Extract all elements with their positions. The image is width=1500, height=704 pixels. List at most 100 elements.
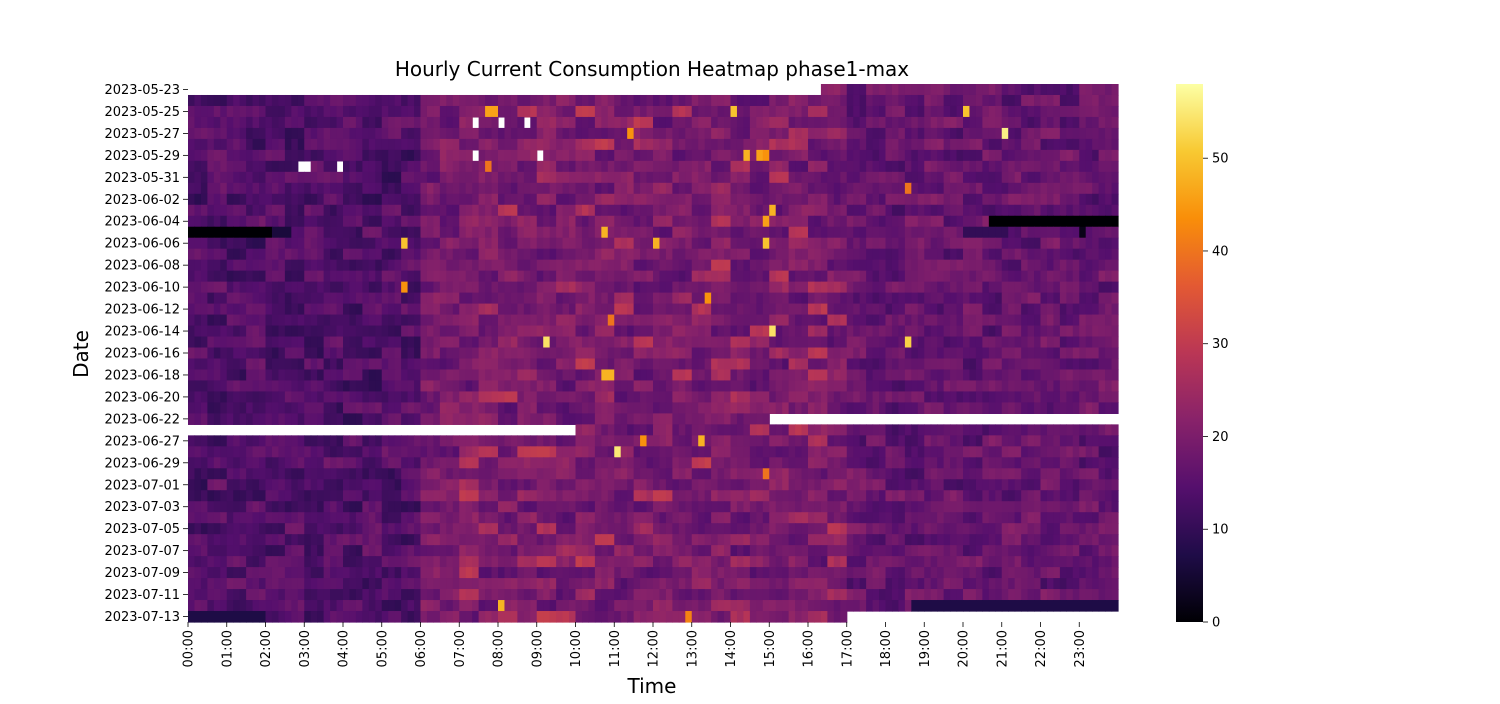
heatmap-cell — [556, 413, 564, 425]
heatmap-cell — [633, 303, 641, 316]
heatmap-cell — [304, 259, 312, 272]
heatmap-cell — [691, 193, 699, 206]
heatmap-cell — [246, 292, 254, 305]
heatmap-cell — [375, 94, 383, 107]
heatmap-cell — [265, 226, 273, 239]
heatmap-cell — [930, 237, 938, 250]
heatmap-cell — [872, 259, 880, 272]
heatmap-cell — [498, 171, 506, 184]
heatmap-cell — [833, 380, 841, 393]
heatmap-cell — [795, 281, 803, 294]
heatmap-cell — [343, 138, 351, 151]
heatmap-cell — [769, 204, 777, 217]
heatmap-cell — [653, 413, 661, 425]
heatmap-cell — [323, 446, 331, 458]
heatmap-cell — [730, 446, 738, 458]
heatmap-cell — [937, 270, 945, 283]
heatmap-cell — [291, 160, 299, 173]
heatmap-cell — [995, 424, 1003, 436]
heatmap-cell — [988, 226, 996, 239]
heatmap-cell — [1008, 182, 1016, 195]
heatmap-cell — [859, 149, 867, 162]
heatmap-cell — [549, 171, 557, 184]
heatmap-cell — [388, 215, 396, 228]
heatmap-cell — [414, 391, 422, 404]
heatmap-cell — [323, 94, 331, 107]
heatmap-cell — [459, 402, 467, 414]
heatmap-cell — [950, 380, 958, 393]
heatmap-cell — [498, 457, 506, 469]
heatmap-cell — [239, 468, 247, 480]
heatmap-cell — [698, 160, 706, 173]
heatmap-cell — [827, 116, 835, 129]
heatmap-cell — [782, 182, 790, 195]
heatmap-cell — [943, 292, 951, 305]
heatmap-cell — [1098, 281, 1106, 294]
heatmap-cell — [252, 259, 260, 272]
heatmap-cell — [685, 413, 693, 425]
heatmap-cell — [1053, 270, 1061, 283]
heatmap-cell — [310, 105, 318, 118]
heatmap-cell — [504, 171, 512, 184]
heatmap-cell — [988, 138, 996, 151]
heatmap-cell — [1008, 138, 1016, 151]
heatmap-cell — [569, 248, 577, 261]
heatmap-cell — [1105, 182, 1113, 195]
heatmap-cell — [898, 127, 906, 140]
heatmap-cell — [401, 402, 409, 414]
heatmap-cell — [1046, 215, 1055, 228]
heatmap-cell — [465, 380, 473, 393]
heatmap-cell — [556, 237, 564, 250]
heatmap-cell — [194, 226, 202, 239]
heatmap-cell — [943, 160, 951, 173]
heatmap-cell — [465, 204, 473, 217]
heatmap-cell — [291, 171, 299, 184]
heatmap-cell — [620, 215, 628, 228]
heatmap-cell — [1034, 94, 1042, 107]
heatmap-cell — [743, 336, 751, 349]
heatmap-cell — [1098, 116, 1106, 129]
heatmap-cell — [530, 182, 538, 195]
heatmap-cell — [769, 270, 777, 283]
heatmap-cell — [885, 336, 893, 349]
heatmap-cell — [924, 446, 932, 458]
heatmap-cell — [717, 138, 725, 151]
heatmap-cell — [452, 446, 460, 458]
heatmap-cell — [213, 204, 221, 217]
heatmap-cell — [724, 424, 732, 436]
heatmap-cell — [1066, 380, 1074, 393]
heatmap-cell — [1040, 127, 1048, 140]
heatmap-cell — [581, 424, 590, 436]
heatmap-cell — [1027, 402, 1035, 414]
heatmap-cell — [814, 457, 822, 469]
heatmap-cell — [743, 325, 751, 338]
heatmap-cell — [330, 358, 338, 371]
heatmap-cell — [188, 215, 196, 228]
heatmap-cell — [530, 325, 538, 338]
heatmap-cell — [1085, 391, 1093, 404]
heatmap-cell — [581, 259, 590, 272]
heatmap-cell — [362, 182, 370, 195]
heatmap-cell — [510, 281, 518, 294]
heatmap-cell — [485, 215, 493, 228]
heatmap-cell — [1072, 105, 1080, 118]
heatmap-cell — [569, 94, 577, 107]
heatmap-cell — [775, 215, 783, 228]
heatmap-cell — [853, 138, 861, 151]
heatmap-cell — [523, 281, 531, 294]
heatmap-cell — [840, 435, 848, 447]
heatmap-cell — [343, 468, 351, 480]
heatmap-cell — [304, 468, 312, 480]
heatmap-cell — [795, 369, 803, 382]
heatmap-cell — [452, 237, 460, 250]
heatmap-cell — [698, 215, 706, 228]
heatmap-cell — [394, 138, 402, 151]
heatmap-cell — [504, 435, 512, 447]
heatmap-cell — [220, 259, 228, 272]
heatmap-cell — [762, 171, 770, 184]
heatmap-cell — [988, 116, 996, 129]
heatmap-cell — [291, 336, 299, 349]
heatmap-cell — [407, 193, 415, 206]
heatmap-cells — [188, 84, 1119, 623]
heatmap-cell — [904, 435, 912, 447]
